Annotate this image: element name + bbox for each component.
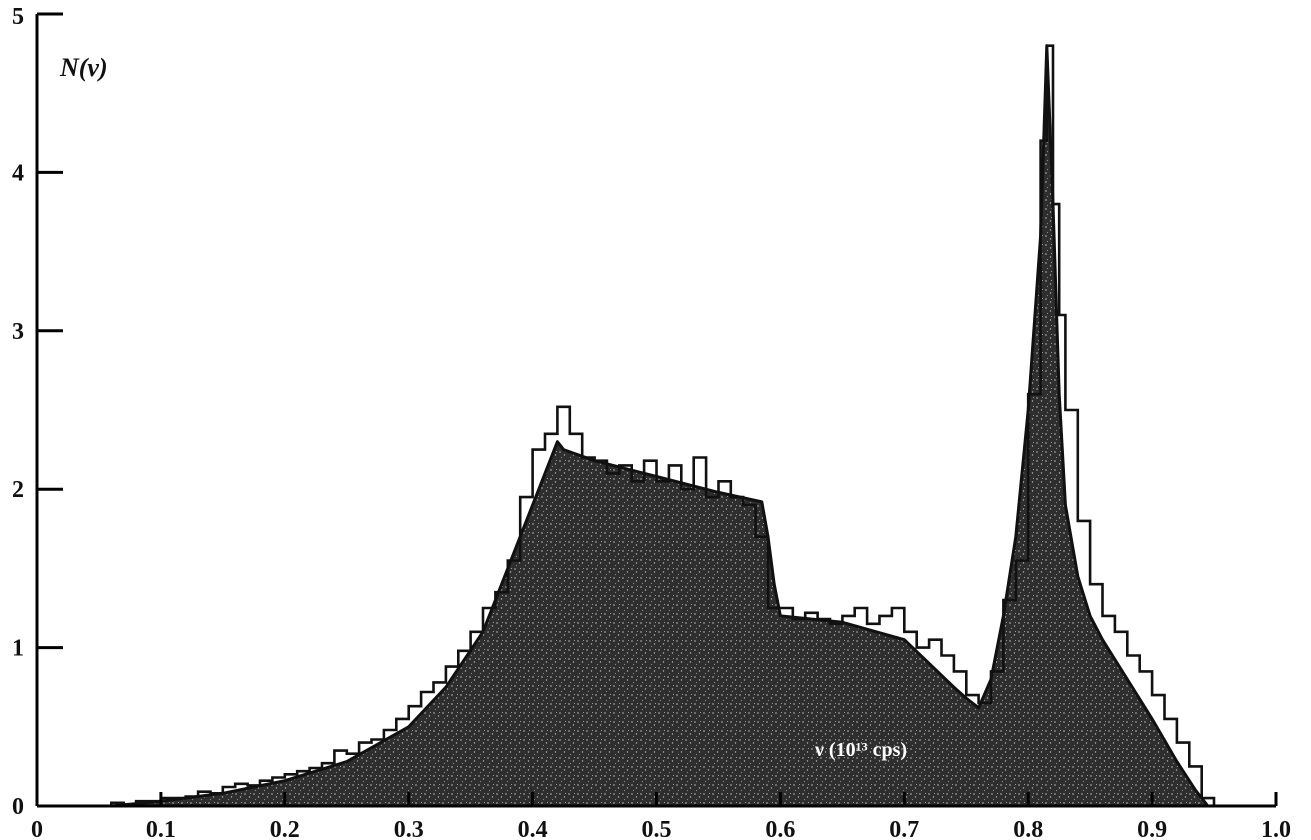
x-tick-label-0.3: 0.3 xyxy=(394,817,424,840)
x-tick-label-0.5: 0.5 xyxy=(642,817,672,840)
x-tick-label-1.0: 1.0 xyxy=(1261,817,1291,840)
histogram-group xyxy=(110,44,1216,806)
x-axis-label: ν (10¹³ cps) xyxy=(814,739,907,761)
y-tick-label-4: 4 xyxy=(12,160,24,186)
x-tick-label-0.6: 0.6 xyxy=(765,817,795,840)
x-tick-label-0.4: 0.4 xyxy=(518,817,548,840)
y-tick-label-3: 3 xyxy=(12,319,24,345)
y-tick-label-1: 1 xyxy=(12,636,24,662)
histogram-outline xyxy=(110,44,1216,806)
x-tick-label-0.8: 0.8 xyxy=(1013,817,1043,840)
y-tick-label-2: 2 xyxy=(12,477,24,503)
y-tick-label-5: 5 xyxy=(12,4,24,30)
smooth-curve-area xyxy=(109,44,1210,808)
x-tick-label-0.1: 0.1 xyxy=(146,817,176,840)
smooth-curve-area-group xyxy=(109,44,1210,808)
x-tick-label-0.9: 0.9 xyxy=(1137,817,1167,840)
ticks-group: 0 0.1 0.2 0.3 0.4 0.5 0.6 0.7 0.8 0.9 1.0 0 1 2 3 4 5 xyxy=(12,4,1291,840)
y-tick-label-0: 0 xyxy=(12,794,24,820)
y-axis-label: N(ν) xyxy=(59,53,108,82)
x-tick-label-0: 0 xyxy=(31,817,43,840)
x-tick-label-0.2: 0.2 xyxy=(270,817,300,840)
x-tick-label-0.7: 0.7 xyxy=(889,817,919,840)
